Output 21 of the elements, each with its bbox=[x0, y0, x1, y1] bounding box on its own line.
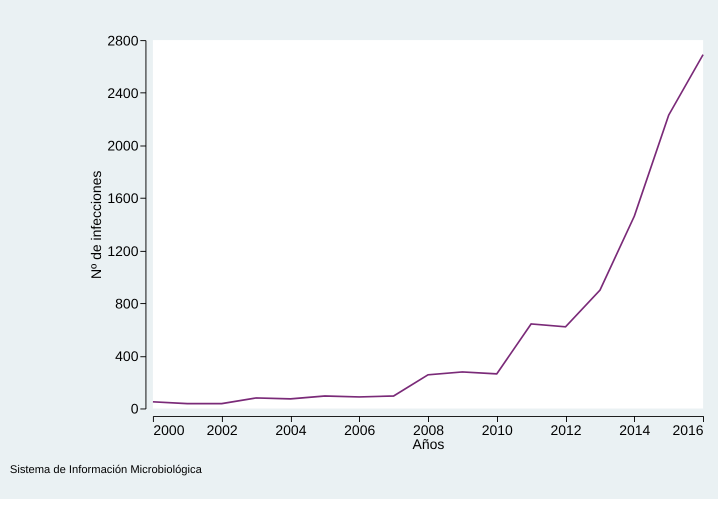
y-tick-label: 1600 bbox=[107, 190, 139, 206]
y-tick-label: 2000 bbox=[107, 138, 139, 154]
y-tick-label: 2400 bbox=[107, 84, 139, 101]
line-series bbox=[152, 54, 704, 404]
y-tick-label: 1200 bbox=[107, 242, 139, 259]
x-tick-label: 2002 bbox=[206, 422, 238, 438]
x-tick-label: 2006 bbox=[344, 422, 376, 438]
x-tick-label: 2004 bbox=[275, 422, 307, 438]
x-axis-title: Años bbox=[412, 436, 444, 452]
y-axis-title: Nº de infecciones bbox=[88, 170, 104, 279]
x-tick-label: 2008 bbox=[412, 422, 444, 438]
y-tick-label: 400 bbox=[115, 348, 139, 364]
x-tick-label: 2016 bbox=[672, 422, 704, 438]
x-tick-label: 2000 bbox=[153, 422, 185, 438]
y-tick-label: 2800 bbox=[107, 32, 139, 48]
text: Sistema de Información Microbiológica bbox=[10, 464, 203, 476]
x-tick-label: 2012 bbox=[550, 422, 582, 438]
y-tick-label: 0 bbox=[130, 400, 139, 417]
y-tick-label: 800 bbox=[115, 295, 139, 312]
x-tick-label: 2010 bbox=[482, 422, 514, 438]
x-tick-label: 2014 bbox=[619, 422, 651, 438]
